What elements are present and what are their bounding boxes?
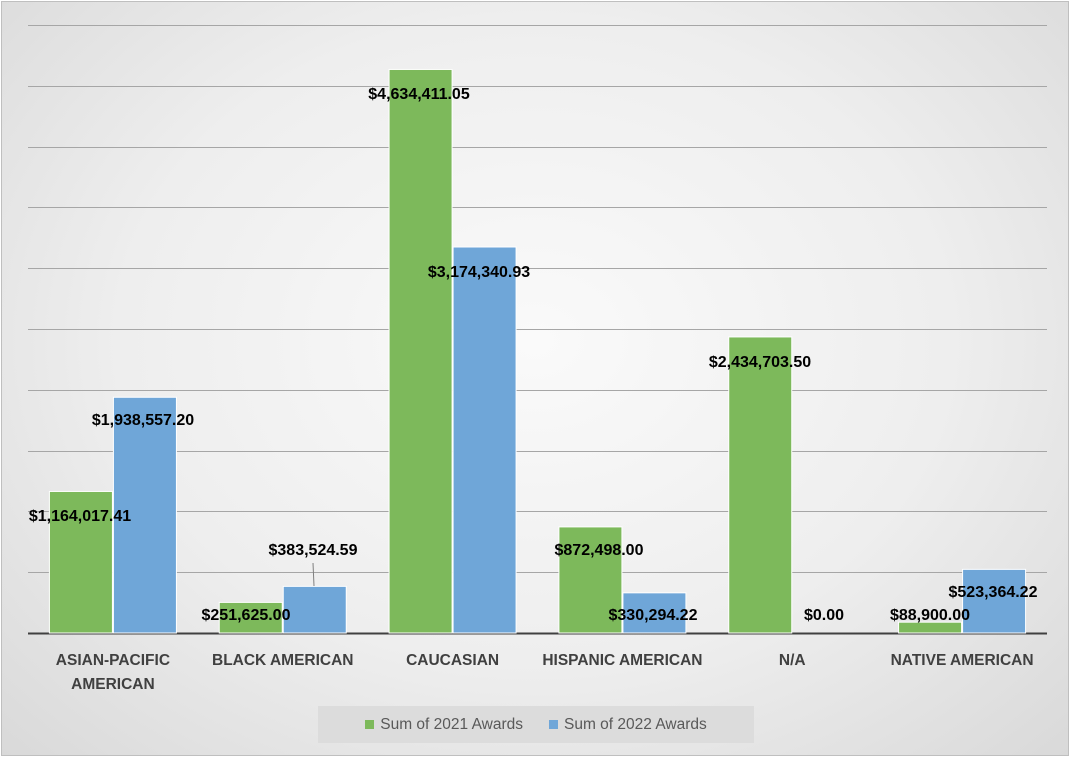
legend-swatch-2021 — [365, 720, 375, 729]
bar-black-2021 — [218, 601, 283, 634]
category-label-caucasian: CAUCASIAN — [406, 652, 499, 669]
bar-native-2021 — [898, 621, 963, 634]
data-label-asian-pacific-2022: $1,938,557.20 — [92, 412, 194, 429]
legend-item-2022: Sum of 2022 Awards — [549, 716, 707, 734]
bar-hispanic-2022 — [622, 592, 687, 634]
data-label-hispanic-2021: $872,498.00 — [555, 542, 644, 559]
bar-black-2022 — [282, 585, 347, 634]
data-label-black-2022: $383,524.59 — [269, 542, 358, 559]
bar-native-2022 — [962, 568, 1027, 634]
leader-line-black-2022 — [312, 562, 315, 587]
bar-hispanic-2021 — [558, 526, 623, 634]
bars — [48, 68, 1027, 634]
data-label-native-2022: $523,364.22 — [949, 584, 1038, 601]
legend-swatch-2022 — [549, 720, 558, 729]
bar-caucasian-2022 — [452, 246, 517, 634]
bar-na-2021 — [728, 336, 793, 634]
data-label-na-2022: $0.00 — [804, 607, 844, 624]
data-label-black-2021: $251,625.00 — [202, 607, 291, 624]
legend-label-2021: Sum of 2021 Awards — [380, 715, 523, 733]
category-label-asian-pacific: AMERICAN — [71, 676, 155, 693]
category-label-black: BLACK AMERICAN — [212, 652, 354, 669]
category-label-hispanic: HISPANIC AMERICAN — [542, 652, 702, 669]
data-label-na-2021: $2,434,703.50 — [709, 354, 811, 371]
bar-caucasian-2021 — [388, 68, 453, 634]
legend-label-2022: Sum of 2022 Awards — [564, 715, 707, 733]
data-label-asian-pacific-2021: $1,164,017.41 — [29, 508, 131, 525]
category-label-asian-pacific: ASIAN-PACIFIC — [56, 652, 170, 669]
leader-lines — [312, 562, 315, 587]
gridlines — [28, 25, 1047, 635]
data-label-native-2021: $88,900.00 — [890, 607, 970, 624]
bar-asian-pacific-2021 — [48, 490, 113, 634]
data-labels: $1,164,017.41 $251,625.00 $4,634,411.05 $87… — [29, 86, 1038, 624]
category-label-na: N/A — [779, 652, 806, 669]
data-label-caucasian-2022: $3,174,340.93 — [428, 264, 530, 281]
legend-item-2021: Sum of 2021 Awards — [365, 716, 523, 734]
category-label-native: NATIVE AMERICAN — [891, 652, 1034, 669]
category-labels: ASIAN-PACIFIC AMERICAN BLACK AMERICAN CAUCA… — [56, 652, 1034, 693]
legend: Sum of 2021 Awards Sum of 2022 Awards — [318, 706, 754, 743]
data-label-hispanic-2022: $330,294.22 — [609, 607, 698, 624]
bar-asian-pacific-2022 — [112, 396, 177, 634]
data-label-caucasian-2021: $4,634,411.05 — [368, 86, 470, 103]
